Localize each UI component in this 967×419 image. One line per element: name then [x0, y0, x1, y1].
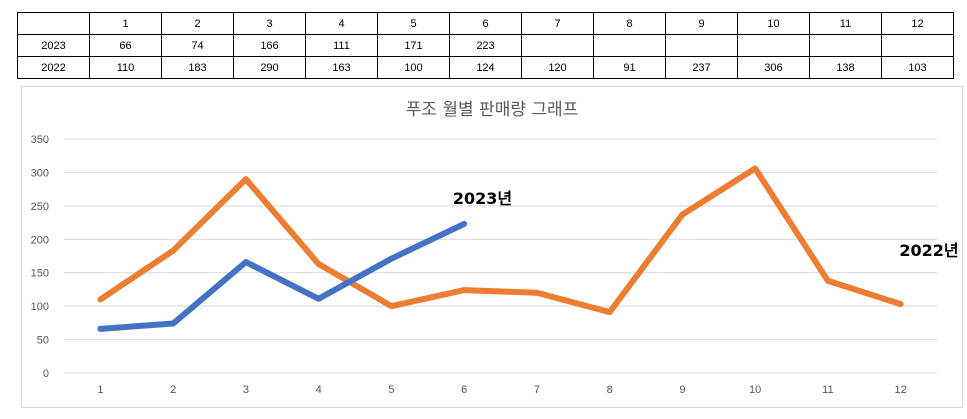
- table-cell: 120: [521, 56, 594, 79]
- header-cell: 5: [377, 12, 450, 35]
- header-cell: 7: [521, 12, 594, 35]
- data-point: [608, 310, 612, 314]
- data-point: [244, 260, 248, 264]
- chart-title: 푸조 월별 판매량 그래프: [406, 100, 579, 120]
- table-cell: 110: [89, 56, 162, 79]
- table-cell: 171: [377, 34, 450, 57]
- x-tick-label: 12: [895, 384, 907, 396]
- y-tick-label: 250: [31, 201, 49, 213]
- data-point: [680, 213, 684, 217]
- x-tick-label: 5: [388, 384, 394, 396]
- x-tick-label: 2: [170, 384, 176, 396]
- x-tick-label: 6: [461, 384, 467, 396]
- header-cell: 1: [89, 12, 162, 35]
- table-cell: 111: [305, 34, 378, 57]
- table-cell: [593, 34, 666, 57]
- data-point: [389, 257, 393, 261]
- table-cell: 237: [665, 56, 738, 79]
- row-label-cell: 2023: [17, 34, 90, 57]
- table-cell: 183: [161, 56, 234, 79]
- data-point: [171, 249, 175, 253]
- table-cell: 100: [377, 56, 450, 79]
- table-cell: 91: [593, 56, 666, 79]
- data-point: [98, 297, 102, 301]
- y-tick-label: 0: [43, 368, 49, 380]
- data-point: [899, 302, 903, 306]
- series-line-1: [97, 165, 904, 316]
- table-cell: 74: [161, 34, 234, 57]
- table-row: 2023 66 74 166 111 171 223: [17, 34, 954, 57]
- table-header-row: 1 2 3 4 5 6 7 8 9 10 11 12: [17, 12, 954, 35]
- data-point: [389, 304, 393, 308]
- header-cell: 9: [665, 12, 738, 35]
- header-cell: 8: [593, 12, 666, 35]
- x-tick-label: 7: [534, 384, 540, 396]
- data-point: [753, 166, 757, 170]
- series-labels: 2023년 2022년: [453, 189, 959, 260]
- header-cell: 3: [233, 12, 306, 35]
- table-cell: 290: [233, 56, 306, 79]
- table-cell: 306: [737, 56, 810, 79]
- data-point: [317, 262, 321, 266]
- table-row: 2022 110 183 290 163 100 124 120 91 237 306 138 103: [17, 56, 954, 79]
- header-cell: 12: [881, 12, 954, 35]
- header-cell: 2: [161, 12, 234, 35]
- table-cell: 223: [449, 34, 522, 57]
- data-table: 1 2 3 4 5 6 7 8 9 10 11 12 2023 66 74 166 111 171 223 2022 1…: [17, 12, 954, 79]
- header-cell: 10: [737, 12, 810, 35]
- x-tick-label: 10: [749, 384, 761, 396]
- header-cell: 6: [449, 12, 522, 35]
- header-corner-cell: [17, 12, 90, 35]
- table-cell: 66: [89, 34, 162, 57]
- x-tick-label: 4: [316, 384, 322, 396]
- table-cell: [521, 34, 594, 57]
- y-tick-label: 100: [31, 301, 49, 313]
- header-cell: 4: [305, 12, 378, 35]
- table-cell: 103: [881, 56, 954, 79]
- table-cell: [881, 34, 954, 57]
- series-name-label: 2023년: [453, 189, 512, 208]
- series-lines: [97, 165, 904, 332]
- table-cell: 124: [449, 56, 522, 79]
- series-name-label: 2022년: [899, 241, 958, 260]
- table-cell: [809, 34, 882, 57]
- data-point: [462, 288, 466, 292]
- data-point: [317, 297, 321, 301]
- y-axis-ticks: 0 50 100 150 200 250 300 350: [31, 134, 49, 380]
- table-cell: 166: [233, 34, 306, 57]
- y-tick-label: 50: [37, 335, 49, 347]
- data-point: [98, 327, 102, 331]
- x-tick-label: 1: [97, 384, 103, 396]
- gridlines: [64, 138, 937, 374]
- table-cell: [737, 34, 810, 57]
- y-tick-label: 300: [31, 167, 49, 179]
- data-point: [171, 322, 175, 326]
- x-tick-label: 11: [822, 384, 833, 396]
- table-cell: [665, 34, 738, 57]
- x-tick-label: 8: [607, 384, 613, 396]
- data-point: [826, 279, 830, 283]
- table-cell: 138: [809, 56, 882, 79]
- y-tick-label: 150: [31, 268, 49, 280]
- table-cell: 163: [305, 56, 378, 79]
- header-cell: 11: [809, 12, 882, 35]
- x-axis-ticks: 1 2 3 4 5 6 7 8 9 10 11 12: [97, 384, 906, 396]
- x-tick-label: 9: [679, 384, 685, 396]
- data-point: [462, 222, 466, 226]
- x-tick-label: 3: [243, 384, 249, 396]
- y-tick-label: 200: [31, 234, 49, 246]
- data-point: [535, 291, 539, 295]
- series-line-0: [97, 220, 468, 332]
- row-label-cell: 2022: [17, 56, 90, 79]
- data-point: [244, 177, 248, 181]
- y-tick-label: 350: [31, 134, 49, 146]
